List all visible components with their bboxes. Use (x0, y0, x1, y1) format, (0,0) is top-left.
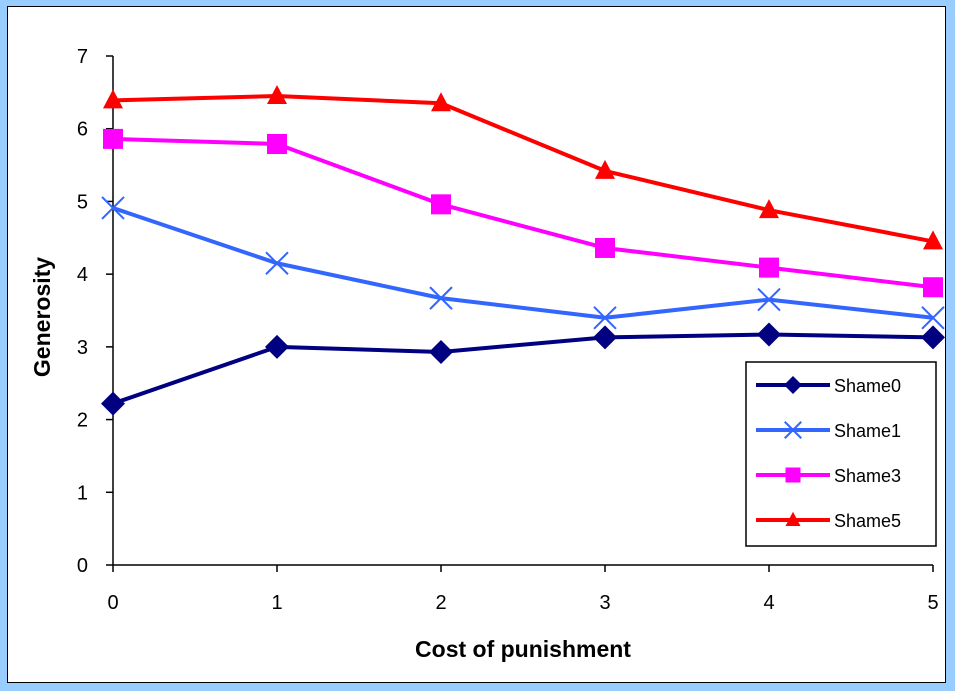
x-marker (593, 306, 617, 330)
square-marker (431, 194, 451, 215)
y-tick-label: 2 (77, 410, 88, 432)
square-marker (759, 257, 779, 278)
x-marker (429, 286, 453, 310)
series-line (112, 93, 934, 244)
x-tick-label: 1 (271, 592, 282, 614)
diamond-marker (593, 325, 617, 350)
x-marker (757, 287, 781, 312)
y-tick-label: 5 (77, 191, 88, 213)
x-marker (921, 306, 945, 330)
y-tick-label: 1 (77, 482, 88, 504)
x-marker (784, 421, 802, 439)
triangle-marker (595, 159, 615, 179)
series-line (112, 136, 934, 290)
x-tick-label: 3 (599, 592, 610, 614)
diamond-marker (101, 391, 125, 416)
y-tick-label: 6 (77, 119, 88, 141)
legend-label: Shame5 (834, 511, 901, 531)
triangle-marker (923, 230, 943, 250)
square-marker (103, 128, 123, 149)
legend-entry: Shame5 (756, 511, 901, 531)
x-axis-title: Cost of punishment (415, 636, 631, 662)
legend: Shame0 Shame1 Shame3 Shame5 (745, 361, 937, 547)
legend-label: Shame3 (834, 466, 901, 486)
legend-label: Shame1 (834, 421, 901, 441)
legend-entry: Shame1 (756, 421, 901, 441)
square-marker (267, 133, 287, 154)
diamond-marker (757, 322, 781, 347)
y-axis-title: Generosity (29, 257, 55, 377)
diamond-marker (784, 376, 802, 394)
x-marker (265, 251, 289, 275)
x-marker (101, 196, 125, 220)
triangle-marker (785, 511, 801, 526)
triangle-marker (431, 92, 451, 112)
triangle-marker (267, 84, 287, 104)
diamond-marker (921, 325, 945, 350)
legend-label: Shame0 (834, 376, 901, 396)
series-shame0 (101, 322, 945, 416)
legend-entry: Shame3 (756, 466, 901, 486)
series-shame1 (101, 196, 945, 330)
series-line (112, 332, 934, 406)
x-tick-label: 5 (927, 592, 938, 614)
diamond-marker (429, 339, 453, 364)
square-marker (785, 467, 801, 483)
x-tick-label: 4 (763, 592, 774, 614)
square-marker (923, 277, 943, 298)
series-line (112, 206, 934, 320)
y-tick-label: 3 (77, 337, 88, 359)
x-tick-label: 2 (435, 592, 446, 614)
diamond-marker (265, 334, 289, 359)
triangle-marker (103, 89, 123, 109)
square-marker (595, 237, 615, 258)
y-tick-label: 0 (77, 555, 88, 577)
series-shame5 (103, 84, 943, 250)
axes: 0 1 2 3 4 5 6 7 0 1 2 3 4 5 (77, 46, 939, 614)
triangle-marker (759, 199, 779, 219)
legend-entry: Shame0 (756, 376, 901, 396)
y-tick-label: 4 (77, 264, 88, 286)
x-tick-label: 0 (107, 592, 118, 614)
y-tick-label: 7 (77, 46, 88, 68)
series-shame3 (103, 128, 943, 298)
legend-box (745, 361, 937, 547)
series-lines (101, 84, 945, 416)
